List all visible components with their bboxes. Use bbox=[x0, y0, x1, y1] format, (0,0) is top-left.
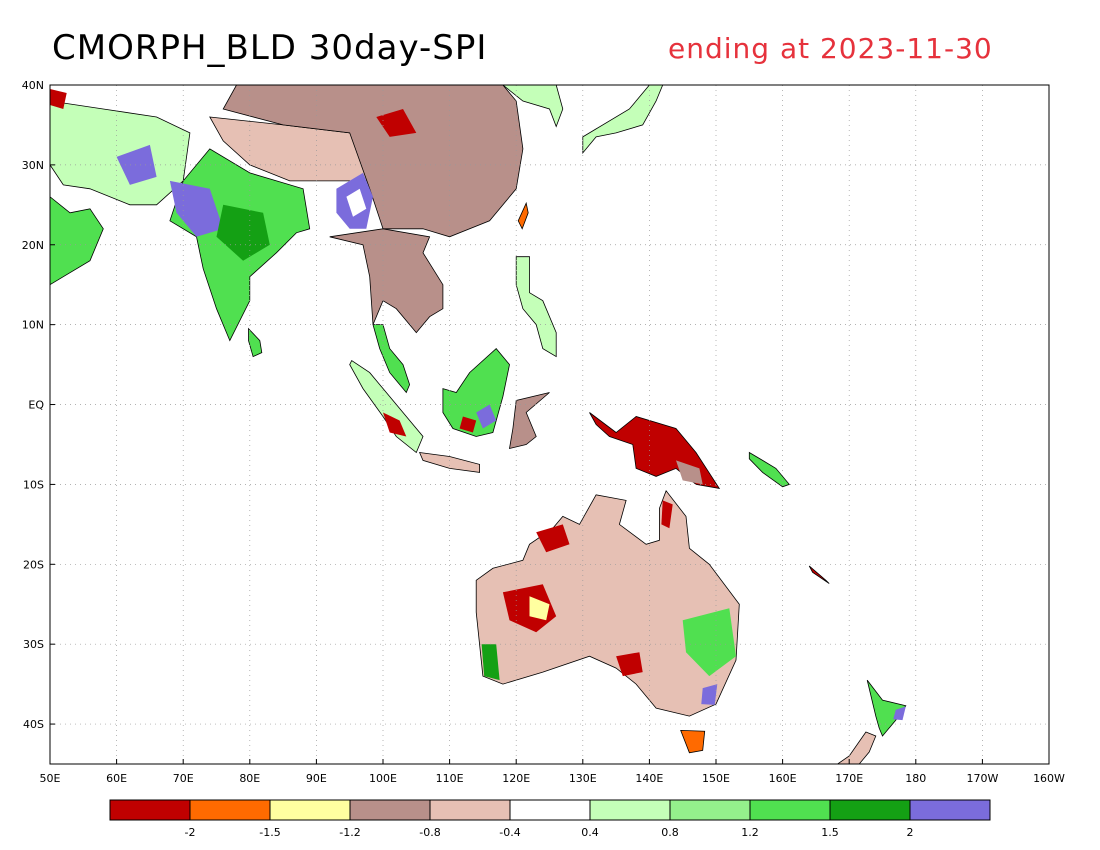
land-australia bbox=[475, 489, 740, 717]
legend-label: 0.4 bbox=[581, 826, 599, 839]
land-philippines bbox=[515, 256, 557, 358]
land-japan bbox=[582, 85, 664, 155]
map-frame bbox=[49, 84, 1050, 765]
legend-label: -1.2 bbox=[339, 826, 360, 839]
map-subtitle: ending at 2023-11-30 bbox=[668, 32, 993, 65]
lat-tick-label: 10N bbox=[22, 319, 44, 332]
color-legend: -2 -1.5 -1.2 -0.8 -0.4 0.4 0.8 1.2 1.5 2 bbox=[109, 799, 991, 839]
land-arabia bbox=[50, 196, 104, 286]
lon-tick-label: 180 bbox=[905, 772, 926, 785]
anomaly-borneo-dry bbox=[459, 416, 477, 433]
lon-tick-label: 70E bbox=[173, 772, 194, 785]
legend-swatch bbox=[589, 799, 671, 821]
anomaly-sumatra-dry bbox=[383, 412, 407, 437]
anomaly-wa-dry-halo bbox=[529, 596, 550, 621]
legend-label: -2 bbox=[185, 826, 196, 839]
anomaly-e-australia-wet bbox=[682, 608, 736, 677]
land-korea-manchuria bbox=[502, 85, 564, 128]
land-sulawesi bbox=[509, 392, 550, 450]
axis-labels: 40N 30N 20N 10N EQ 10S 20S 30S 40S 50E 60E 70E 80E 90… bbox=[22, 79, 1065, 785]
legend-swatch bbox=[109, 799, 191, 821]
land-tasmania bbox=[680, 729, 706, 754]
anomaly-new-guinea-halo bbox=[676, 460, 703, 485]
land-taiwan bbox=[517, 201, 529, 230]
lon-tick-label: 150E bbox=[702, 772, 730, 785]
land-sri-lanka bbox=[248, 327, 263, 358]
legend-swatch bbox=[829, 799, 911, 821]
anomaly-nz-wet bbox=[893, 706, 906, 721]
anomaly-kimberley-dry bbox=[536, 524, 570, 553]
lat-tick-label: 20N bbox=[22, 239, 44, 252]
lat-tick-label: 30N bbox=[22, 159, 44, 172]
lon-tick-label: 60E bbox=[106, 772, 127, 785]
legend-swatch bbox=[749, 799, 831, 821]
anomaly-pakistan-wet bbox=[116, 144, 157, 185]
lon-tick-label: 140E bbox=[635, 772, 663, 785]
legend-label: 1.2 bbox=[741, 826, 759, 839]
anomaly-nw-india-wet bbox=[169, 180, 224, 237]
anomaly-cape-york-dry bbox=[661, 500, 673, 529]
lon-tick-label: 160E bbox=[769, 772, 797, 785]
lon-tick-label: 160W bbox=[1033, 772, 1065, 785]
lon-tick-label: 80E bbox=[239, 772, 260, 785]
lat-tick-label: 10S bbox=[23, 478, 44, 491]
graticule bbox=[50, 85, 1049, 764]
anomaly-sa-dry bbox=[616, 652, 643, 677]
land-china bbox=[222, 85, 524, 238]
lon-tick-label: 110E bbox=[436, 772, 464, 785]
legend-label: 1.5 bbox=[821, 826, 839, 839]
land-new-caledonia bbox=[808, 565, 830, 584]
legend-label: -0.8 bbox=[419, 826, 440, 839]
land-layer bbox=[50, 85, 907, 764]
legend-swatch bbox=[429, 799, 511, 821]
land-nz-north bbox=[866, 679, 907, 737]
lon-tick-label: 170W bbox=[966, 772, 998, 785]
anomaly-se-australia-wet bbox=[701, 684, 718, 705]
map-title: CMORPH_BLD 30day-SPI bbox=[52, 28, 488, 68]
anomaly-sichuan-core bbox=[346, 188, 367, 217]
land-indochina bbox=[329, 228, 444, 334]
legend-swatch bbox=[189, 799, 271, 821]
anomaly-n-china-dry bbox=[376, 109, 417, 137]
legend-swatch bbox=[669, 799, 751, 821]
land-malay-peninsula bbox=[372, 324, 411, 394]
legend-swatch bbox=[509, 799, 591, 821]
lat-tick-label: 20S bbox=[23, 558, 44, 571]
legend-label: 2 bbox=[907, 826, 914, 839]
land-nz-south bbox=[836, 731, 877, 764]
legend-swatch bbox=[909, 799, 991, 821]
lat-tick-label: 40N bbox=[22, 79, 44, 92]
lon-tick-label: 90E bbox=[306, 772, 327, 785]
legend-label: 0.8 bbox=[661, 826, 679, 839]
legend-swatch bbox=[269, 799, 351, 821]
legend-label: -0.4 bbox=[499, 826, 520, 839]
lon-tick-label: 170E bbox=[835, 772, 863, 785]
lon-tick-label: 100E bbox=[369, 772, 397, 785]
lat-tick-label: 40S bbox=[23, 718, 44, 731]
land-borneo bbox=[442, 348, 510, 437]
lon-tick-label: 130E bbox=[569, 772, 597, 785]
land-solomons bbox=[748, 451, 790, 488]
lon-tick-label: 120E bbox=[502, 772, 530, 785]
anomaly-central-india-wet bbox=[216, 204, 270, 261]
legend-label: -1.5 bbox=[259, 826, 280, 839]
land-sumatra bbox=[349, 360, 424, 454]
anomaly-borneo-wet bbox=[476, 404, 497, 429]
land-java bbox=[418, 452, 481, 473]
land-iran-pakistan bbox=[50, 100, 191, 206]
anomaly-arabia-dry bbox=[50, 89, 67, 109]
lon-tick-label: 50E bbox=[40, 772, 61, 785]
legend-swatch bbox=[349, 799, 431, 821]
lat-tick-label: 30S bbox=[23, 638, 44, 651]
anomaly-sw-australia-wet bbox=[481, 644, 500, 681]
lat-tick-label: EQ bbox=[28, 399, 44, 412]
